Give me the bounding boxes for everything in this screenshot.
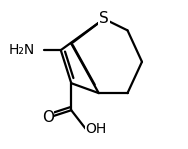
- Text: OH: OH: [86, 122, 107, 136]
- Text: O: O: [42, 110, 54, 125]
- Text: H₂N: H₂N: [9, 43, 35, 57]
- Text: S: S: [99, 11, 109, 26]
